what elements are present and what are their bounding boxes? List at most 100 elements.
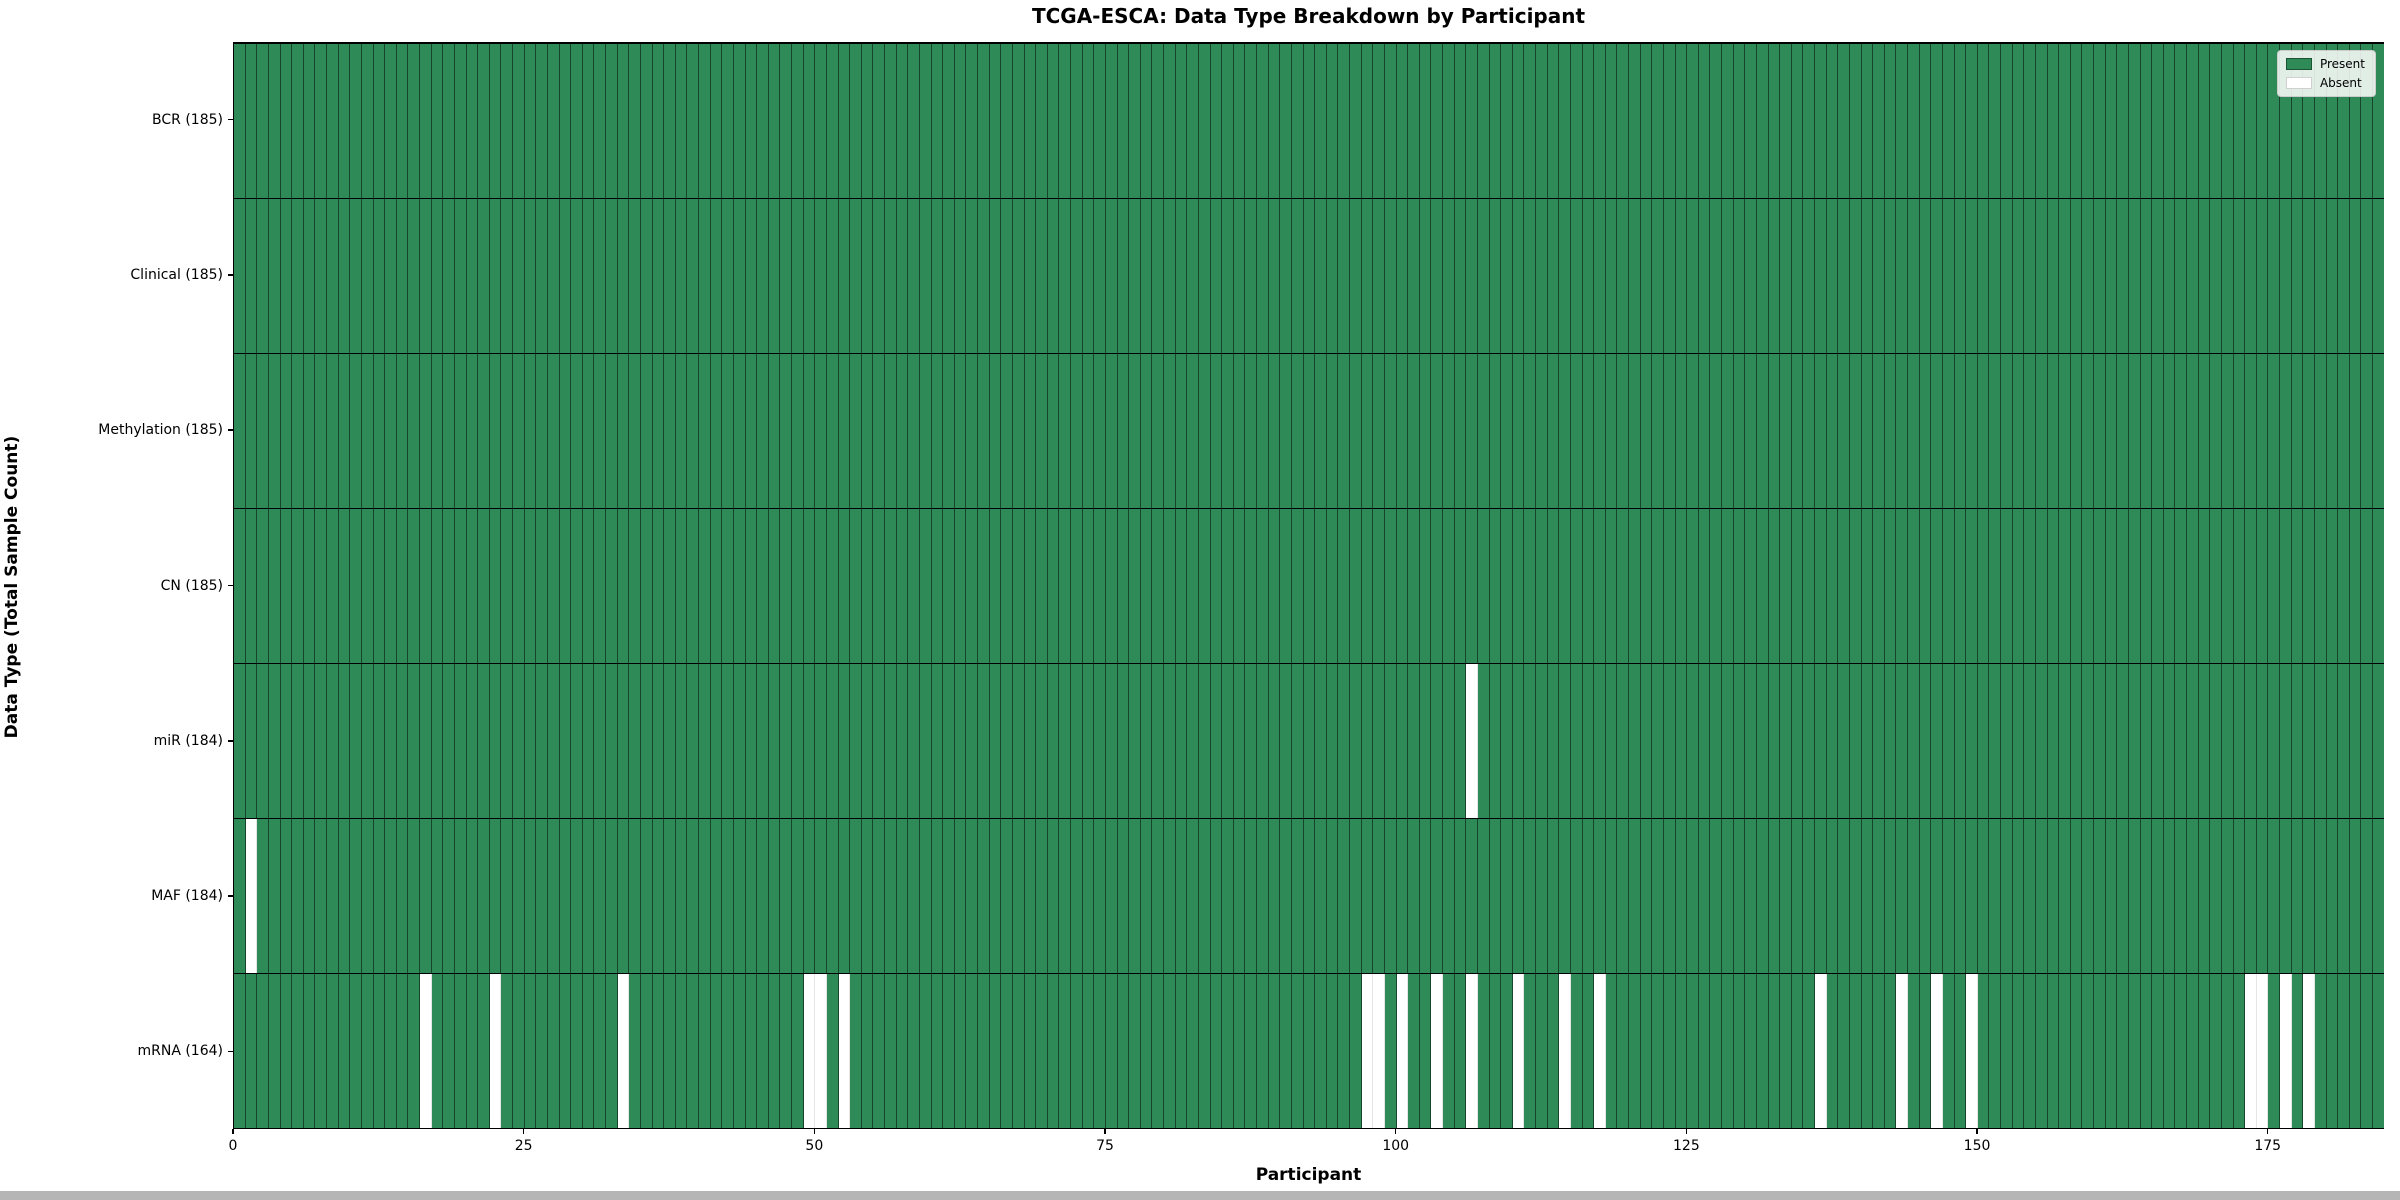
heatmap-cell: [1791, 44, 1804, 198]
heatmap-cell: [2268, 44, 2280, 198]
heatmap-cell: [2280, 509, 2292, 663]
heatmap-cell: [885, 974, 897, 1128]
heatmap-cell: [1105, 199, 1118, 353]
heatmap-cell: [2210, 819, 2222, 973]
heatmap-cell: [1082, 819, 1095, 973]
heatmap-cell: [2140, 44, 2153, 198]
heatmap-cell: [1768, 974, 1781, 1128]
heatmap-cell: [815, 199, 827, 353]
heatmap-cell: [606, 664, 618, 818]
heatmap-cell: [2221, 44, 2234, 198]
heatmap-cell: [664, 664, 676, 818]
heatmap-cell: [1280, 354, 1292, 508]
heatmap-cell: [2047, 354, 2060, 508]
heatmap-cell: [687, 354, 699, 508]
heatmap-cell: [1559, 974, 1571, 1128]
heatmap-cell: [2070, 664, 2083, 818]
heatmap-cell: [1803, 354, 1815, 508]
heatmap-cell: [850, 354, 862, 508]
heatmap-cell: [1663, 44, 1676, 198]
heatmap-cell: [664, 819, 676, 973]
heatmap-cell: [2303, 509, 2315, 663]
x-tick-mark: [1394, 1129, 1397, 1134]
heatmap-cell: [1105, 509, 1118, 663]
heatmap-cell: [2082, 44, 2094, 198]
heatmap-cell: [745, 664, 758, 818]
x-tick-label: 0: [228, 1138, 238, 1154]
heatmap-cell: [268, 44, 281, 198]
heatmap-cell: [1001, 354, 1013, 508]
heatmap-cell: [2152, 509, 2164, 663]
heatmap-cell: [1164, 974, 1176, 1128]
heatmap-cell: [2221, 199, 2234, 353]
heatmap-cell: [2024, 354, 2036, 508]
heatmap-cell: [757, 199, 769, 353]
heatmap-cell: [1082, 664, 1095, 818]
heatmap-cell: [792, 819, 804, 973]
heatmap-cell: [1094, 819, 1106, 973]
heatmap-cell: [431, 509, 444, 663]
heatmap-cell: [919, 509, 932, 663]
heatmap-cell: [954, 664, 967, 818]
heatmap-cell: [826, 819, 839, 973]
heatmap-cell: [1547, 664, 1560, 818]
heatmap-cell: [1570, 664, 1583, 818]
heatmap-cell: [617, 44, 630, 198]
heatmap-cell: [2187, 509, 2199, 663]
x-tick-label: 50: [805, 1138, 824, 1154]
heatmap-cell: [478, 354, 490, 508]
heatmap-cell: [1408, 44, 1420, 198]
heatmap-cell: [2291, 199, 2304, 353]
heatmap-cell: [1408, 974, 1420, 1128]
heatmap-cell: [1640, 664, 1653, 818]
heatmap-cell: [2163, 44, 2176, 198]
heatmap-cell: [1768, 199, 1781, 353]
heatmap-cell: [280, 509, 293, 663]
heatmap-cell: [1884, 199, 1897, 353]
heatmap-cell: [1838, 664, 1850, 818]
heatmap-cell: [978, 199, 990, 353]
heatmap-cell: [1791, 664, 1804, 818]
heatmap-cell: [1687, 974, 1699, 1128]
heatmap-cell: [559, 509, 572, 663]
heatmap-cell: [2163, 819, 2176, 973]
heatmap-cell: [1710, 44, 1722, 198]
heatmap-cell: [815, 44, 827, 198]
heatmap-cell: [2070, 44, 2083, 198]
heatmap-cell: [1175, 354, 1188, 508]
heatmap-cell: [954, 44, 967, 198]
heatmap-cell: [919, 664, 932, 818]
heatmap-cell: [1268, 509, 1281, 663]
heatmap-cell: [292, 354, 304, 508]
heatmap-cell: [1931, 974, 1943, 1128]
x-tick-mark: [1104, 1129, 1106, 1134]
heatmap-cell: [2105, 199, 2118, 353]
y-tick-mark: [228, 429, 233, 431]
heatmap-cell: [513, 354, 525, 508]
heatmap-cell: [594, 44, 606, 198]
heatmap-cell: [1594, 819, 1606, 973]
heatmap-cell: [1419, 354, 1432, 508]
heatmap-cell: [2024, 819, 2036, 973]
heatmap-cell: [2035, 199, 2048, 353]
heatmap-cell: [1280, 819, 1292, 973]
heatmap-cell: [594, 199, 606, 353]
heatmap-cell: [1675, 509, 1688, 663]
heatmap-cell: [234, 664, 246, 818]
heatmap-cell: [1605, 199, 1618, 353]
heatmap-cell: [513, 509, 525, 663]
heatmap-cell: [1222, 44, 1234, 198]
heatmap-cell: [420, 664, 432, 818]
heatmap-cell: [1024, 199, 1037, 353]
heatmap-cell: [2105, 44, 2118, 198]
heatmap-cell: [803, 44, 816, 198]
heatmap-cell: [2221, 974, 2234, 1128]
heatmap-cell: [1780, 664, 1792, 818]
heatmap-cell: [826, 44, 839, 198]
heatmap-cell: [1582, 974, 1595, 1128]
heatmap-cell: [652, 974, 665, 1128]
heatmap-cell: [1164, 509, 1176, 663]
heatmap-cell: [1536, 819, 1548, 973]
heatmap-cell: [245, 509, 258, 663]
heatmap-cell: [954, 509, 967, 663]
